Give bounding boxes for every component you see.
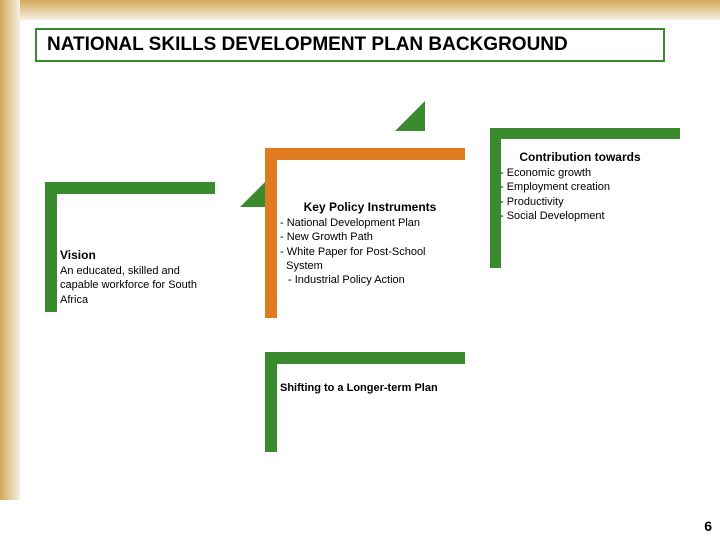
- list-item: - Social Development: [500, 209, 660, 223]
- list-item: - New Growth Path: [280, 230, 460, 244]
- policy-heading: Key Policy Instruments: [280, 200, 460, 214]
- frame-top: [265, 352, 465, 364]
- vision-block: Vision An educated, skilled and capable …: [60, 248, 210, 307]
- frame-top: [265, 148, 465, 160]
- policy-block: Key Policy Instruments - National Develo…: [280, 200, 460, 287]
- shifting-heading: Shifting to a Longer-term Plan: [280, 382, 470, 394]
- list-item: - Employment creation: [500, 180, 660, 194]
- shifting-frame: [265, 352, 465, 452]
- list-item: - Economic growth: [500, 166, 660, 180]
- shifting-block: Shifting to a Longer-term Plan: [280, 382, 470, 396]
- list-item: - White Paper for Post-School System: [280, 245, 460, 274]
- gradient-border-left: [0, 0, 20, 500]
- page-title: NATIONAL SKILLS DEVELOPMENT PLAN BACKGRO…: [47, 34, 653, 56]
- page-number: 6: [704, 518, 712, 534]
- policy-arrow-icon: [395, 101, 425, 131]
- gradient-border-top: [0, 0, 720, 20]
- list-item: - National Development Plan: [280, 216, 460, 230]
- frame-left: [45, 182, 57, 312]
- list-item: - Industrial Policy Action: [280, 273, 460, 287]
- vision-heading: Vision: [60, 248, 210, 262]
- frame-top: [45, 182, 215, 194]
- vision-body: An educated, skilled and capable workfor…: [60, 264, 210, 307]
- list-item: - Productivity: [500, 195, 660, 209]
- frame-left: [265, 352, 277, 452]
- policy-items: - National Development Plan- New Growth …: [280, 216, 460, 287]
- contribution-block: Contribution towards - Economic growth- …: [500, 150, 660, 223]
- frame-left: [265, 148, 277, 318]
- frame-top: [490, 128, 680, 139]
- title-bar: NATIONAL SKILLS DEVELOPMENT PLAN BACKGRO…: [35, 28, 665, 62]
- contribution-heading: Contribution towards: [500, 150, 660, 164]
- vision-arrow-icon: [240, 181, 266, 207]
- contribution-items: - Economic growth- Employment creation- …: [500, 166, 660, 223]
